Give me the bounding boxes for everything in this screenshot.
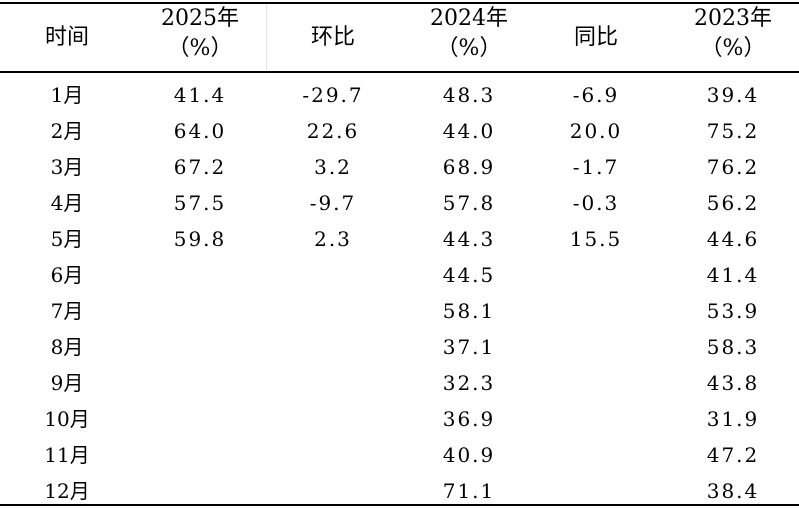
cell-y2025 [140, 437, 260, 473]
cell-y2024: 48.3 [442, 83, 496, 107]
cell-mom [274, 293, 392, 329]
cell-time: 8月 [50, 335, 84, 359]
cell-mom [274, 257, 392, 293]
cell-y2023: 39.4 [706, 83, 760, 107]
cell-y2023: 47.2 [706, 443, 760, 467]
header-2025: 2025年 （%） [140, 4, 260, 71]
cell-y2023: 56.2 [706, 191, 760, 215]
header-mom-label: 环比 [310, 24, 355, 50]
cell-mom [274, 329, 392, 365]
header-mom: 环比 [274, 4, 392, 71]
cell-y2024: 44.0 [442, 119, 496, 143]
cell-time: 3月 [50, 155, 84, 179]
cell-y2024: 68.9 [442, 155, 496, 179]
header-2024-year: 2024年 [430, 6, 508, 31]
cell-yoy: -0.3 [572, 191, 620, 215]
cell-mom: -9.7 [309, 191, 357, 215]
cell-y2023: 58.3 [706, 335, 760, 359]
cell-time: 7月 [50, 299, 84, 323]
cell-yoy [546, 329, 646, 365]
header-time: 时间 [22, 4, 112, 71]
header-yoy-label: 同比 [573, 24, 618, 50]
cell-y2023: 41.4 [706, 263, 760, 287]
cell-mom: 22.6 [306, 119, 360, 143]
cell-y2025 [140, 329, 260, 365]
header-bottom-rule [0, 71, 799, 73]
cell-time: 6月 [50, 263, 84, 287]
header-2023-year: 2023年 [694, 6, 772, 31]
cell-mom [274, 437, 392, 473]
cell-y2025: 67.2 [173, 155, 227, 179]
cell-y2023: 76.2 [706, 155, 760, 179]
cell-y2024: 40.9 [442, 443, 496, 467]
cell-mom: 3.2 [314, 155, 352, 179]
cell-y2023: 38.4 [706, 479, 760, 503]
cell-y2025 [140, 257, 260, 293]
cell-mom: -29.7 [302, 83, 364, 107]
cell-time: 12月 [44, 479, 90, 503]
cell-mom [274, 401, 392, 437]
cell-time: 5月 [50, 227, 84, 251]
header-2025-year: 2025年 [161, 6, 239, 31]
header-2023-unit: （%） [700, 36, 766, 61]
cell-y2023: 31.9 [706, 407, 760, 431]
cell-y2025: 59.8 [173, 227, 227, 251]
cell-y2024: 44.5 [442, 263, 496, 287]
cell-y2023: 43.8 [706, 371, 760, 395]
cell-y2024: 32.3 [442, 371, 496, 395]
cell-yoy [546, 365, 646, 401]
header-2024: 2024年 （%） [406, 4, 532, 71]
cell-y2024: 37.1 [442, 335, 496, 359]
cell-yoy [546, 437, 646, 473]
cell-y2023: 53.9 [706, 299, 760, 323]
cell-mom: 2.3 [314, 227, 352, 251]
cell-y2024: 44.3 [442, 227, 496, 251]
cell-y2024: 36.9 [442, 407, 496, 431]
cell-y2025 [140, 365, 260, 401]
cell-mom [274, 365, 392, 401]
header-yoy: 同比 [546, 4, 646, 71]
cell-time: 1月 [50, 83, 84, 107]
table-top-rule [0, 2, 799, 4]
cell-time: 11月 [44, 443, 90, 467]
cell-y2024: 57.8 [442, 191, 496, 215]
cell-time: 2月 [50, 119, 84, 143]
cell-y2023: 44.6 [706, 227, 760, 251]
cell-yoy: -1.7 [572, 155, 620, 179]
cell-yoy: 15.5 [569, 227, 623, 251]
cell-y2025: 57.5 [173, 191, 227, 215]
cell-yoy [546, 257, 646, 293]
header-time-label: 时间 [44, 24, 89, 50]
header-separator [266, 4, 267, 71]
cell-time: 10月 [44, 407, 90, 431]
header-2023: 2023年 （%） [670, 4, 796, 71]
cell-y2023: 75.2 [706, 119, 760, 143]
cell-yoy: 20.0 [569, 119, 623, 143]
cell-yoy [546, 293, 646, 329]
cell-time: 4月 [50, 191, 84, 215]
table-bottom-rule [0, 504, 799, 506]
cell-y2025: 64.0 [173, 119, 227, 143]
cell-time: 9月 [50, 371, 84, 395]
header-2025-unit: （%） [167, 36, 233, 61]
cell-y2025 [140, 293, 260, 329]
header-2024-unit: （%） [436, 36, 502, 61]
cell-yoy: -6.9 [572, 83, 620, 107]
cell-y2024: 58.1 [442, 299, 496, 323]
cell-yoy [546, 401, 646, 437]
cell-y2024: 71.1 [442, 479, 496, 503]
cell-y2025 [140, 401, 260, 437]
cell-y2025: 41.4 [173, 83, 227, 107]
